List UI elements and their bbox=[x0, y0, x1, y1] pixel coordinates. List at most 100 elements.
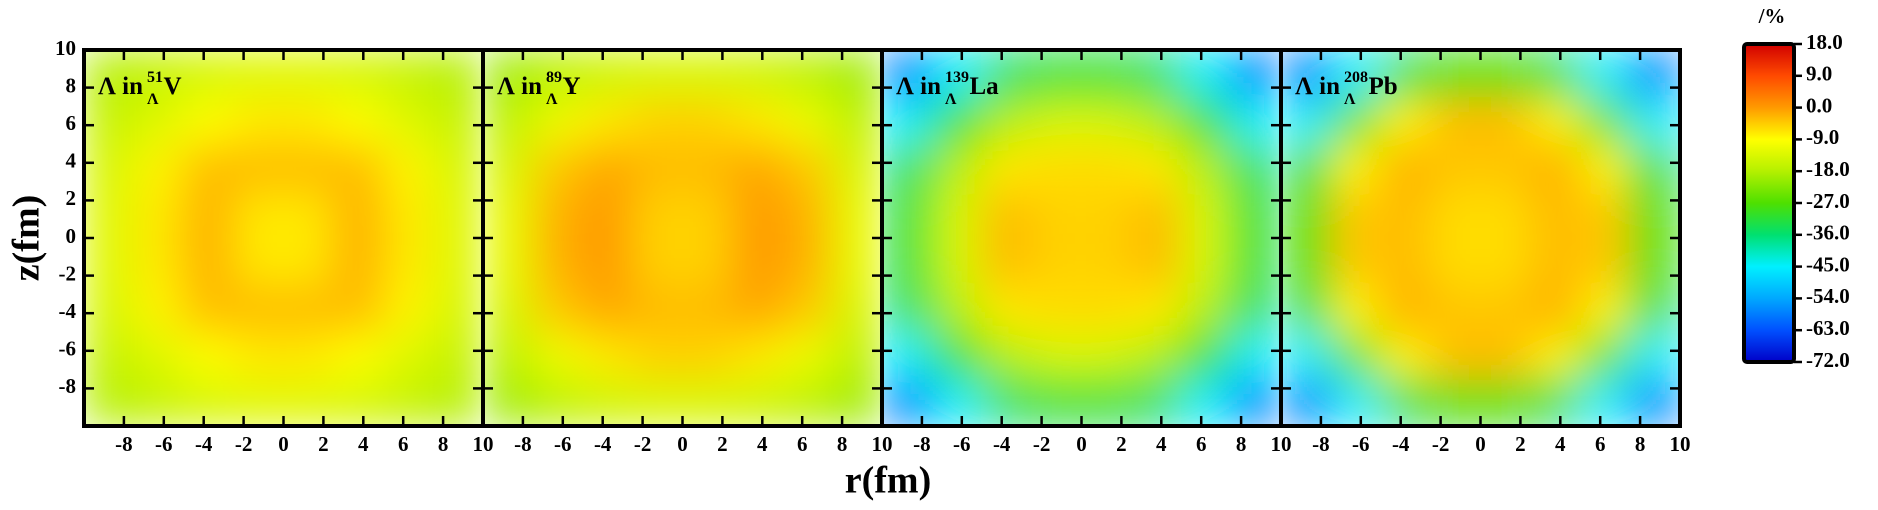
heatmap-cell bbox=[931, 143, 983, 192]
heatmap-cell bbox=[1130, 237, 1182, 286]
heatmap-cell bbox=[582, 96, 634, 145]
heatmap-cell bbox=[831, 190, 882, 239]
heatmap-cell bbox=[283, 190, 334, 239]
heatmap-cell bbox=[1430, 50, 1481, 98]
heatmap-cell bbox=[1579, 190, 1631, 239]
heatmap-cell bbox=[382, 96, 434, 145]
y-axis-label: z(fm) bbox=[6, 195, 48, 281]
colorbar bbox=[1742, 42, 1796, 364]
heatmap-cell bbox=[1529, 378, 1581, 426]
x-tick-label: 2 bbox=[1515, 432, 1526, 456]
heatmap-cell bbox=[582, 237, 634, 286]
x-tick-label: -6 bbox=[155, 432, 173, 456]
heatmap-cell bbox=[1579, 378, 1631, 426]
x-tick-label: -4 bbox=[195, 432, 213, 456]
heatmap-cell bbox=[332, 143, 384, 192]
heatmap-cell bbox=[532, 284, 584, 333]
heatmap-cell bbox=[1380, 378, 1432, 426]
heatmap-cell bbox=[1529, 284, 1581, 333]
colorbar-tick-label: -72.0 bbox=[1806, 348, 1850, 372]
x-tick-label: -2 bbox=[1033, 432, 1051, 456]
heatmap-cell bbox=[382, 378, 434, 426]
heatmap-cell bbox=[1330, 284, 1382, 333]
heatmap-cell bbox=[483, 143, 534, 192]
heatmap-cell bbox=[1330, 50, 1382, 98]
panel-title: Λ in 208 Λ Pb bbox=[1295, 69, 1398, 108]
heatmap-cell bbox=[1180, 50, 1232, 98]
colorbar-label: /% bbox=[1758, 4, 1786, 28]
heatmap-cell bbox=[931, 190, 983, 239]
heatmap-cell bbox=[532, 96, 584, 145]
heatmap-cell bbox=[1031, 96, 1082, 145]
x-tick-label: -6 bbox=[554, 432, 572, 456]
heatmap-cell bbox=[1380, 96, 1432, 145]
heatmap-cell bbox=[332, 96, 384, 145]
colorbar-tick-label: -27.0 bbox=[1806, 189, 1850, 213]
heatmap-cell bbox=[1480, 331, 1531, 380]
y-tick-label: -6 bbox=[59, 337, 77, 361]
heatmap-cell bbox=[133, 143, 185, 192]
title-prefix: Λ in bbox=[896, 73, 941, 100]
heatmap-cell bbox=[1031, 50, 1082, 98]
heatmap bbox=[483, 50, 882, 426]
heatmap-cell bbox=[632, 50, 683, 98]
x-tick-label: 10 bbox=[473, 432, 494, 456]
panel-title: Λ in 139 Λ La bbox=[896, 69, 999, 108]
title-sub: Λ bbox=[945, 91, 957, 108]
x-tick-label: 2 bbox=[318, 432, 329, 456]
heatmap-cell bbox=[731, 50, 783, 98]
x-tick-label: -8 bbox=[1312, 432, 1330, 456]
y-tick-label: 10 bbox=[55, 36, 76, 60]
heatmap-cell bbox=[1031, 237, 1082, 286]
heatmap-cell bbox=[931, 284, 983, 333]
heatmap-cell bbox=[532, 50, 584, 98]
heatmap-cell bbox=[831, 143, 882, 192]
heatmap-cell bbox=[1529, 50, 1581, 98]
heatmap-cell bbox=[233, 237, 284, 286]
heatmap-cell bbox=[183, 237, 235, 286]
heatmap-cell bbox=[1230, 50, 1281, 98]
heatmap-cell bbox=[1281, 50, 1332, 98]
heatmap-cell bbox=[1130, 378, 1182, 426]
x-tick-label: -4 bbox=[1392, 432, 1410, 456]
x-tick-label: 0 bbox=[1076, 432, 1087, 456]
heatmap-cell bbox=[632, 190, 683, 239]
heatmap-cell bbox=[483, 378, 534, 426]
heatmap-cell bbox=[332, 190, 384, 239]
heatmap-cell bbox=[682, 96, 733, 145]
heatmap-cell bbox=[1430, 190, 1481, 239]
title-element: V bbox=[164, 73, 182, 100]
heatmap-cell bbox=[483, 96, 534, 145]
heatmap-cell bbox=[1380, 190, 1432, 239]
heatmap-cell bbox=[682, 50, 733, 98]
heatmap-cell bbox=[233, 331, 284, 380]
heatmap-cell bbox=[931, 331, 983, 380]
heatmap-cell bbox=[84, 284, 135, 333]
title-element: La bbox=[970, 73, 1000, 100]
heatmap-cell bbox=[1529, 96, 1581, 145]
heatmap-cell bbox=[931, 378, 983, 426]
heatmap-cell bbox=[84, 331, 135, 380]
heatmap-cell bbox=[432, 237, 483, 286]
heatmap-cell bbox=[133, 96, 185, 145]
heatmap-cell bbox=[981, 96, 1033, 145]
heatmap-cell bbox=[483, 331, 534, 380]
x-tick-label: 10 bbox=[872, 432, 893, 456]
heatmap-cell bbox=[731, 190, 783, 239]
heatmap-cell bbox=[582, 378, 634, 426]
x-tick-label: -4 bbox=[594, 432, 612, 456]
heatmap-cell bbox=[84, 50, 135, 98]
heatmap-cell bbox=[283, 143, 334, 192]
title-sub: Λ bbox=[1344, 91, 1356, 108]
x-tick-label: -2 bbox=[235, 432, 253, 456]
heatmap-cell bbox=[1629, 331, 1680, 380]
heatmap-cell bbox=[831, 96, 882, 145]
heatmap-cell bbox=[532, 190, 584, 239]
heatmap-cell bbox=[1031, 190, 1082, 239]
heatmap-cell bbox=[582, 284, 634, 333]
heatmap-cell bbox=[1430, 284, 1481, 333]
heatmap-cell bbox=[781, 190, 833, 239]
heatmap-cell bbox=[1629, 284, 1680, 333]
heatmap-cell bbox=[882, 190, 933, 239]
heatmap-cell bbox=[781, 143, 833, 192]
